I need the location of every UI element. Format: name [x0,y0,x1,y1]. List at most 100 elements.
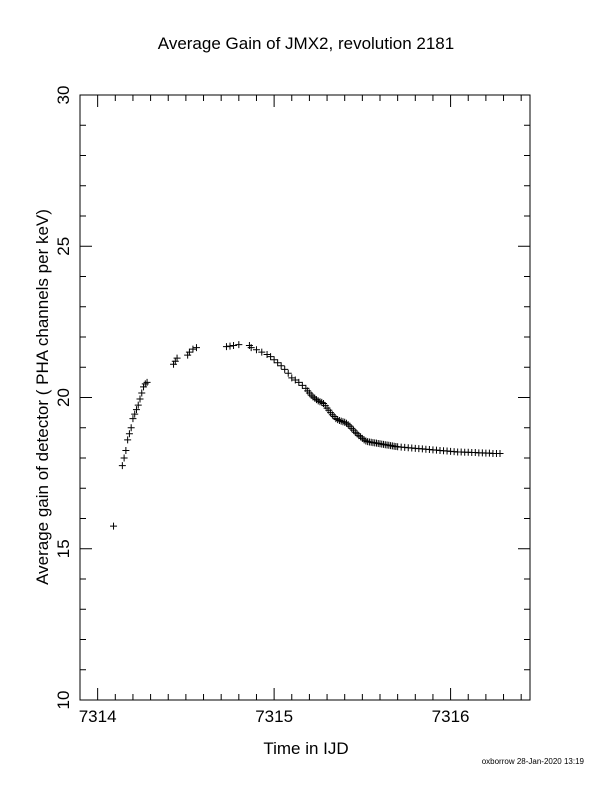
plus-marker [360,436,368,444]
footer-credit: oxborrow 28-Jan-2020 13:19 [481,757,584,766]
data-point [118,462,126,470]
data-point [185,348,193,356]
data-point [341,418,349,426]
plus-marker [337,417,345,425]
data-point [143,378,151,386]
data-point [362,437,370,445]
data-point [235,341,243,349]
plus-marker [132,406,140,414]
plus-marker [298,381,306,389]
plus-marker [185,348,193,356]
data-point [270,356,278,364]
data-point [132,406,140,414]
data-point [335,416,343,424]
plus-marker [341,418,349,426]
plus-marker [129,415,137,423]
plus-marker [318,398,326,406]
plus-marker [173,354,181,362]
y-tick-label: 15 [54,539,73,558]
plus-marker [332,415,340,423]
plus-marker [226,342,234,350]
y-tick-label: 20 [54,388,73,407]
plus-marker [263,351,271,359]
data-point [258,348,266,356]
data-point [122,446,130,454]
plus-marker [344,421,352,429]
plus-marker [335,416,343,424]
x-axis-label: Time in IJD [263,739,349,758]
plus-marker [496,449,504,457]
data-point [192,344,200,352]
chart-title: Average Gain of JMX2, revolution 2181 [157,34,455,53]
data-point [353,430,361,438]
data-point [311,394,319,402]
data-point [189,345,197,353]
data-point [288,374,296,382]
plus-marker [230,341,238,349]
plus-marker [357,433,365,441]
plus-marker [247,344,255,352]
plus-marker [328,411,336,419]
plus-marker [170,360,178,368]
plus-marker [277,362,285,370]
plus-marker [124,436,132,444]
y-tick-label: 10 [54,691,73,710]
y-tick-label: 25 [54,237,73,256]
data-point [267,353,275,361]
plus-marker [184,351,192,359]
data-point [348,424,356,432]
data-point [129,415,137,423]
data-point [496,449,504,457]
data-point [314,397,322,405]
plus-marker [235,341,243,349]
plot-frame [79,94,531,701]
data-point [351,428,359,436]
plus-marker [355,432,363,440]
data-point [136,395,144,403]
plus-marker [362,437,370,445]
x-tick-label: 7315 [255,707,293,726]
data-point [334,416,342,424]
data-point [337,417,345,425]
data-point [134,401,142,409]
data-point [247,344,255,352]
data-point [328,411,336,419]
plus-marker [252,346,260,354]
y-tick-label: 30 [54,86,73,105]
plus-marker [189,345,197,353]
plus-marker [171,357,179,365]
plus-marker [358,434,366,442]
data-point [252,346,260,354]
plus-marker [122,446,130,454]
data-point [141,380,149,388]
data-point [281,365,289,373]
data-point [131,410,139,418]
data-point [358,434,366,442]
y-axis-label: Average gain of detector ( PHA channels … [33,209,52,585]
data-point [124,436,132,444]
plus-marker [284,369,292,377]
data-point [298,381,306,389]
data-point [171,357,179,365]
plus-marker [295,378,303,386]
plus-marker [110,522,118,530]
data-point [307,391,315,399]
data-point [110,522,118,530]
data-point [125,430,133,438]
plus-marker [353,430,361,438]
data-point [263,351,271,359]
data-point [127,424,135,432]
plus-marker [136,395,144,403]
data-point [342,419,350,427]
plus-marker [138,389,146,397]
data-point [344,421,352,429]
data-point [284,369,292,377]
plus-marker [127,424,135,432]
data-point [277,362,285,370]
data-point [291,376,299,384]
data-point [274,359,282,367]
data-point [184,351,192,359]
data-point [360,436,368,444]
plus-marker [270,356,278,364]
